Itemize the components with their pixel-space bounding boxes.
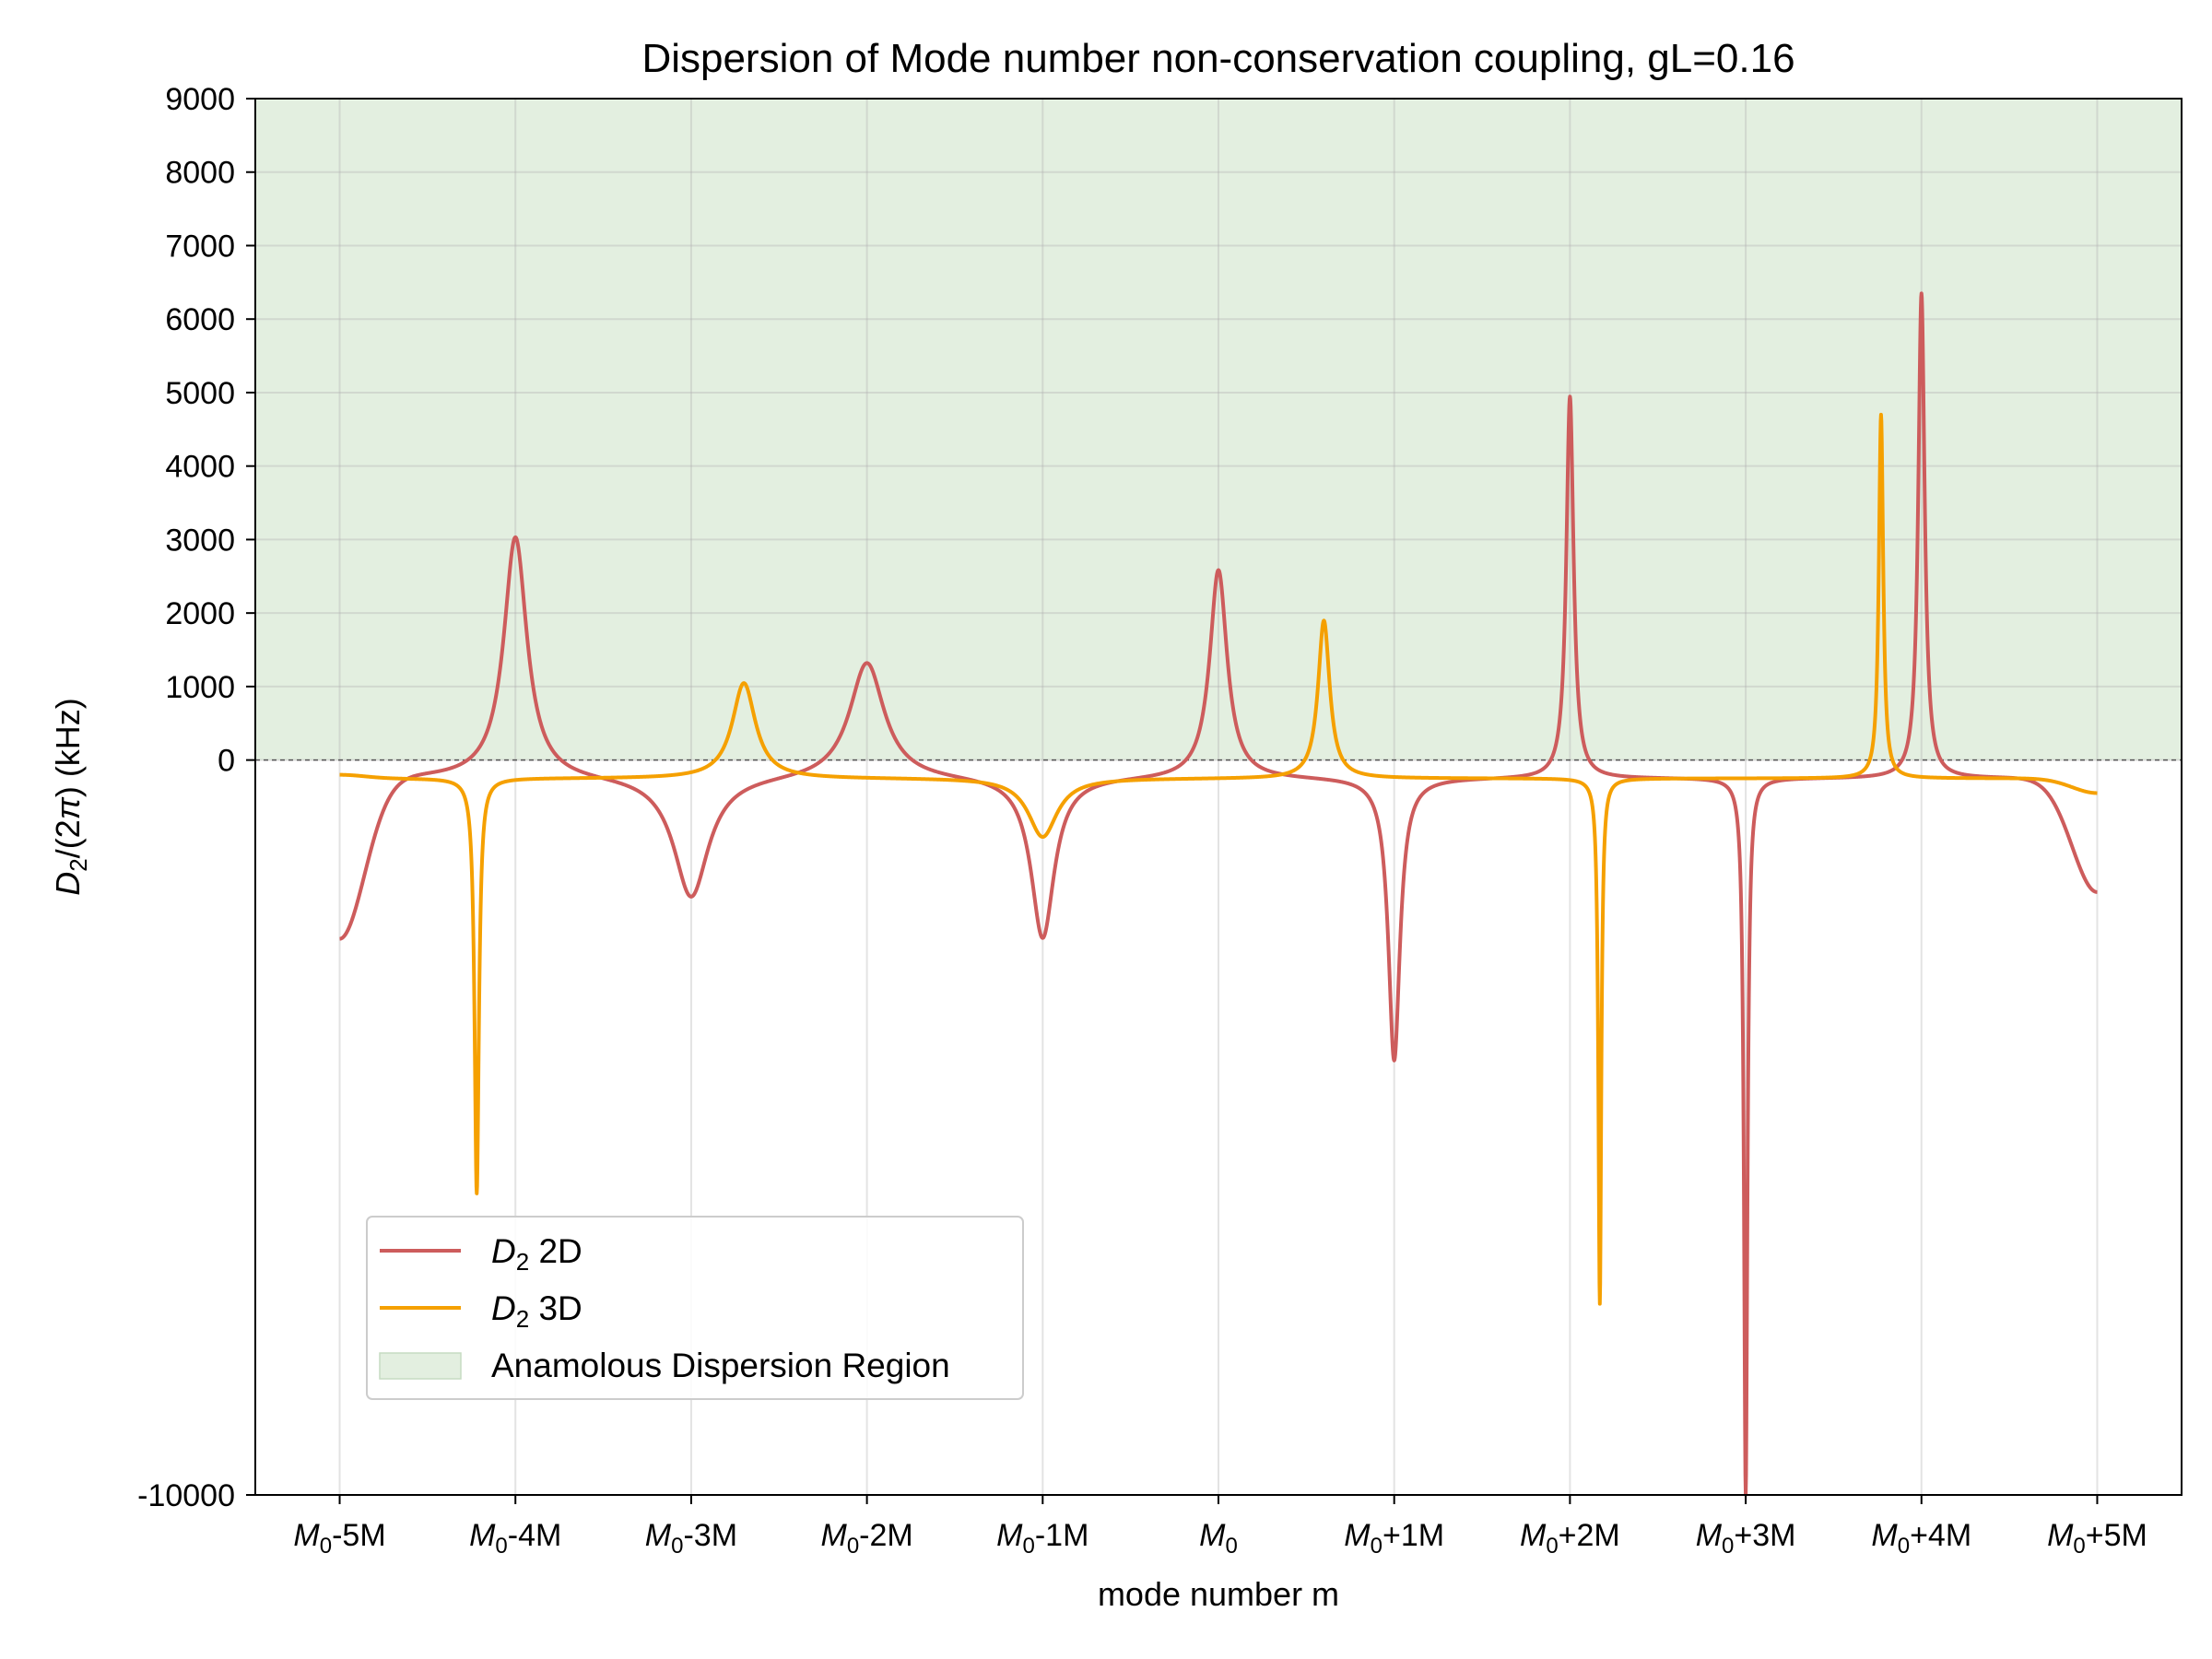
x-tick-label-base: M xyxy=(1344,1518,1371,1553)
x-tick-label-base: M xyxy=(820,1518,847,1553)
y-axis-title-unit: ) (kHz) xyxy=(49,698,87,797)
y-tick-label: -10000 xyxy=(137,1478,235,1513)
y-axis-title-base: D xyxy=(49,872,87,896)
y-tick-label: 7000 xyxy=(165,229,235,264)
x-tick-label-base: M xyxy=(1199,1518,1226,1553)
y-axis-title: D2/(2π) (kHz) xyxy=(49,698,92,896)
x-tick-label-suffix: -1M xyxy=(1035,1518,1089,1553)
x-tick-label: M0-4M xyxy=(469,1518,561,1559)
x-tick-label-base: M xyxy=(293,1518,320,1553)
x-tick-label: M0+5M xyxy=(2047,1518,2147,1559)
x-axis-ticks: M0-5M M0-4M M0-3M M0-2M M0-1M M0 M0+1M M0+2M M0+… xyxy=(293,1495,2147,1559)
x-tick-label-suffix: +4M xyxy=(1910,1518,1971,1553)
legend-label-base: D xyxy=(491,1289,516,1327)
x-tick-label-suffix: -4M xyxy=(508,1518,562,1553)
legend-label: D2 2D xyxy=(491,1232,582,1276)
x-tick-label: M0+2M xyxy=(1520,1518,1620,1559)
x-tick-label-sub: 0 xyxy=(1225,1534,1237,1559)
x-tick-label-base: M xyxy=(645,1518,672,1553)
y-axis-title-rest: /(2 xyxy=(49,819,87,858)
x-tick-label-sub: 0 xyxy=(2073,1534,2085,1559)
y-axis-title-sub: 2 xyxy=(65,858,92,871)
y-tick-label: 8000 xyxy=(165,156,235,191)
x-tick-label: M0-5M xyxy=(293,1518,385,1559)
x-tick-label: M0+3M xyxy=(1696,1518,1796,1559)
x-tick-label: M0-1M xyxy=(996,1518,1088,1559)
legend-label: D2 3D xyxy=(491,1289,582,1333)
x-tick-label-sub: 0 xyxy=(1898,1534,1910,1559)
x-tick-label-sub: 0 xyxy=(1023,1534,1035,1559)
x-tick-label-suffix: +3M xyxy=(1734,1518,1795,1553)
legend-label-suffix: 2D xyxy=(529,1232,582,1270)
y-tick-label: 2000 xyxy=(165,596,235,631)
x-tick-label-sub: 0 xyxy=(671,1534,683,1559)
y-axis-ticks: 9000 8000 7000 6000 5000 4000 3000 2000 1000 0 -10… xyxy=(137,82,255,1513)
legend-label-sub: 2 xyxy=(516,1305,529,1333)
series-layer xyxy=(337,291,2100,1497)
x-tick-label-suffix: +2M xyxy=(1559,1518,1620,1553)
x-tick-label-suffix: +1M xyxy=(1382,1518,1444,1553)
chart-title: Dispersion of Mode number non-conservati… xyxy=(641,36,1794,81)
series-line-3d xyxy=(337,412,2100,1306)
legend-label: Anamolous Dispersion Region xyxy=(491,1347,950,1384)
x-tick-label: M0+4M xyxy=(1871,1518,1971,1559)
x-tick-label: M0+1M xyxy=(1344,1518,1444,1559)
x-tick-label-suffix: -2M xyxy=(859,1518,913,1553)
x-tick-label-base: M xyxy=(1696,1518,1723,1553)
y-tick-label: 4000 xyxy=(165,450,235,485)
anomalous-dispersion-region xyxy=(255,99,2182,760)
x-tick-label-sub: 0 xyxy=(1546,1534,1558,1559)
legend-label-sub: 2 xyxy=(516,1248,529,1276)
y-tick-label: 9000 xyxy=(165,82,235,117)
legend-swatch-region xyxy=(379,1352,462,1380)
x-tick-label-sub: 0 xyxy=(495,1534,507,1559)
x-tick-label-base: M xyxy=(2047,1518,2074,1553)
x-tick-label-suffix: -3M xyxy=(683,1518,737,1553)
x-tick-label-suffix: +5M xyxy=(2086,1518,2147,1553)
y-tick-label: 0 xyxy=(218,744,235,779)
x-tick-label-sub: 0 xyxy=(1371,1534,1382,1559)
legend-label-base: D xyxy=(491,1232,516,1270)
x-tick-label-base: M xyxy=(1520,1518,1547,1553)
x-tick-label: M0 xyxy=(1199,1518,1238,1559)
x-tick-label-base: M xyxy=(469,1518,496,1553)
y-tick-label: 5000 xyxy=(165,376,235,411)
x-tick-label-sub: 0 xyxy=(847,1534,859,1559)
legend-box xyxy=(366,1216,1024,1400)
x-tick-label-suffix: -5M xyxy=(332,1518,386,1553)
x-tick-label: M0-3M xyxy=(645,1518,737,1559)
x-tick-label: M0-2M xyxy=(820,1518,912,1559)
y-tick-label: 6000 xyxy=(165,302,235,337)
x-axis-title: mode number m xyxy=(1098,1575,1339,1613)
y-axis-title-pi: π xyxy=(49,796,87,819)
x-tick-label-sub: 0 xyxy=(320,1534,332,1559)
x-tick-label-sub: 0 xyxy=(1722,1534,1734,1559)
x-tick-label-base: M xyxy=(996,1518,1023,1553)
y-tick-label: 3000 xyxy=(165,523,235,558)
x-tick-label-base: M xyxy=(1871,1518,1898,1553)
y-tick-label: 1000 xyxy=(165,670,235,705)
legend-label-suffix: 3D xyxy=(529,1289,582,1327)
